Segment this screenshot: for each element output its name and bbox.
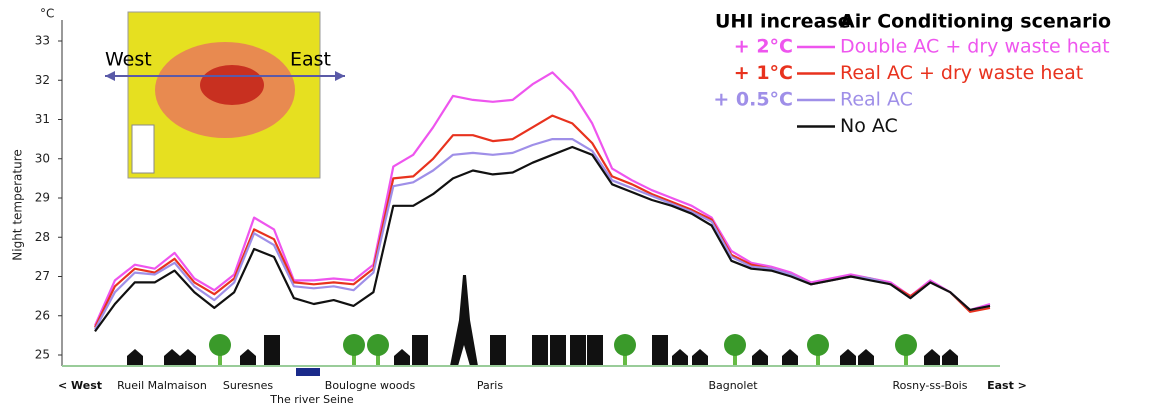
tree-trunk <box>816 352 820 366</box>
tree-icon <box>343 334 365 356</box>
map-label: West <box>105 49 152 71</box>
legend-uhi: + 0.5°C <box>713 89 793 111</box>
series-line <box>94 145 991 333</box>
tree-trunk <box>376 352 380 366</box>
building-icon <box>490 335 506 366</box>
house-icon <box>240 349 256 366</box>
map-legend <box>131 124 155 174</box>
place-label: Paris <box>477 379 503 392</box>
y-tick-label: 30 <box>35 151 50 165</box>
house-icon <box>752 349 768 366</box>
y-tick-label: 28 <box>35 230 50 244</box>
place-label: Rosny-ss-Bois <box>893 379 968 392</box>
y-unit: °C <box>40 7 54 21</box>
map-core <box>200 65 264 105</box>
tree-trunk <box>733 352 737 366</box>
house-icon <box>672 349 688 366</box>
tree-trunk <box>904 352 908 366</box>
house-icon <box>782 349 798 366</box>
building-icon <box>570 335 586 366</box>
house-icon <box>394 349 410 366</box>
building-icon <box>550 335 566 366</box>
place-label: Rueil Malmaison <box>117 379 207 392</box>
decoration: West East <box>105 11 958 376</box>
y-tick-label: 29 <box>35 191 50 205</box>
series-line <box>93 71 991 327</box>
place-label: Boulogne woods <box>325 379 416 392</box>
tree-icon <box>367 334 389 356</box>
building-icon <box>264 335 280 366</box>
eiffel-tower <box>450 275 478 366</box>
legend-label: Double AC + dry waste heat <box>840 36 1110 58</box>
legend-label: Real AC + dry waste heat <box>840 62 1083 84</box>
place-label: Bagnolet <box>708 379 758 392</box>
legend-label: No AC <box>840 115 898 137</box>
y-tick-label: 31 <box>35 112 50 126</box>
map-label: East <box>290 49 331 71</box>
tree-trunk <box>352 352 356 366</box>
place-label: East > <box>987 379 1027 392</box>
tree-icon <box>209 334 231 356</box>
house-icon <box>924 349 940 366</box>
house-icon <box>692 349 708 366</box>
building-icon <box>412 335 428 366</box>
tree-trunk <box>623 352 627 366</box>
tree-icon <box>724 334 746 356</box>
tree-icon <box>614 334 636 356</box>
house-icon <box>164 349 180 366</box>
house-icon <box>840 349 856 366</box>
tree-trunk <box>218 352 222 366</box>
house-icon <box>858 349 874 366</box>
river-icon <box>296 368 320 376</box>
y-tick-label: 26 <box>35 308 50 322</box>
tree-icon <box>807 334 829 356</box>
house-icon <box>942 349 958 366</box>
legend-uhi: + 1°C <box>734 62 793 84</box>
house-icon <box>127 349 143 366</box>
y-tick-label: 27 <box>35 269 50 283</box>
y-tick-label: 25 <box>35 348 50 362</box>
y-tick-label: 33 <box>35 34 50 48</box>
legend-header: UHI increase <box>715 11 851 33</box>
legend-header: Air Conditioning scenario <box>840 11 1111 33</box>
tree-icon <box>895 334 917 356</box>
place-label: The river Seine <box>269 393 354 405</box>
building-icon <box>652 335 668 366</box>
legend-uhi: + 2°C <box>734 36 793 58</box>
place-label: < West <box>58 379 102 392</box>
legend-label: Real AC <box>840 89 913 111</box>
house-icon <box>180 349 196 366</box>
place-label: Suresnes <box>223 379 273 392</box>
building-icon <box>532 335 548 366</box>
y-tick-label: 32 <box>35 73 50 87</box>
y-axis-label: Night temperature <box>11 149 25 260</box>
building-icon <box>587 335 603 366</box>
